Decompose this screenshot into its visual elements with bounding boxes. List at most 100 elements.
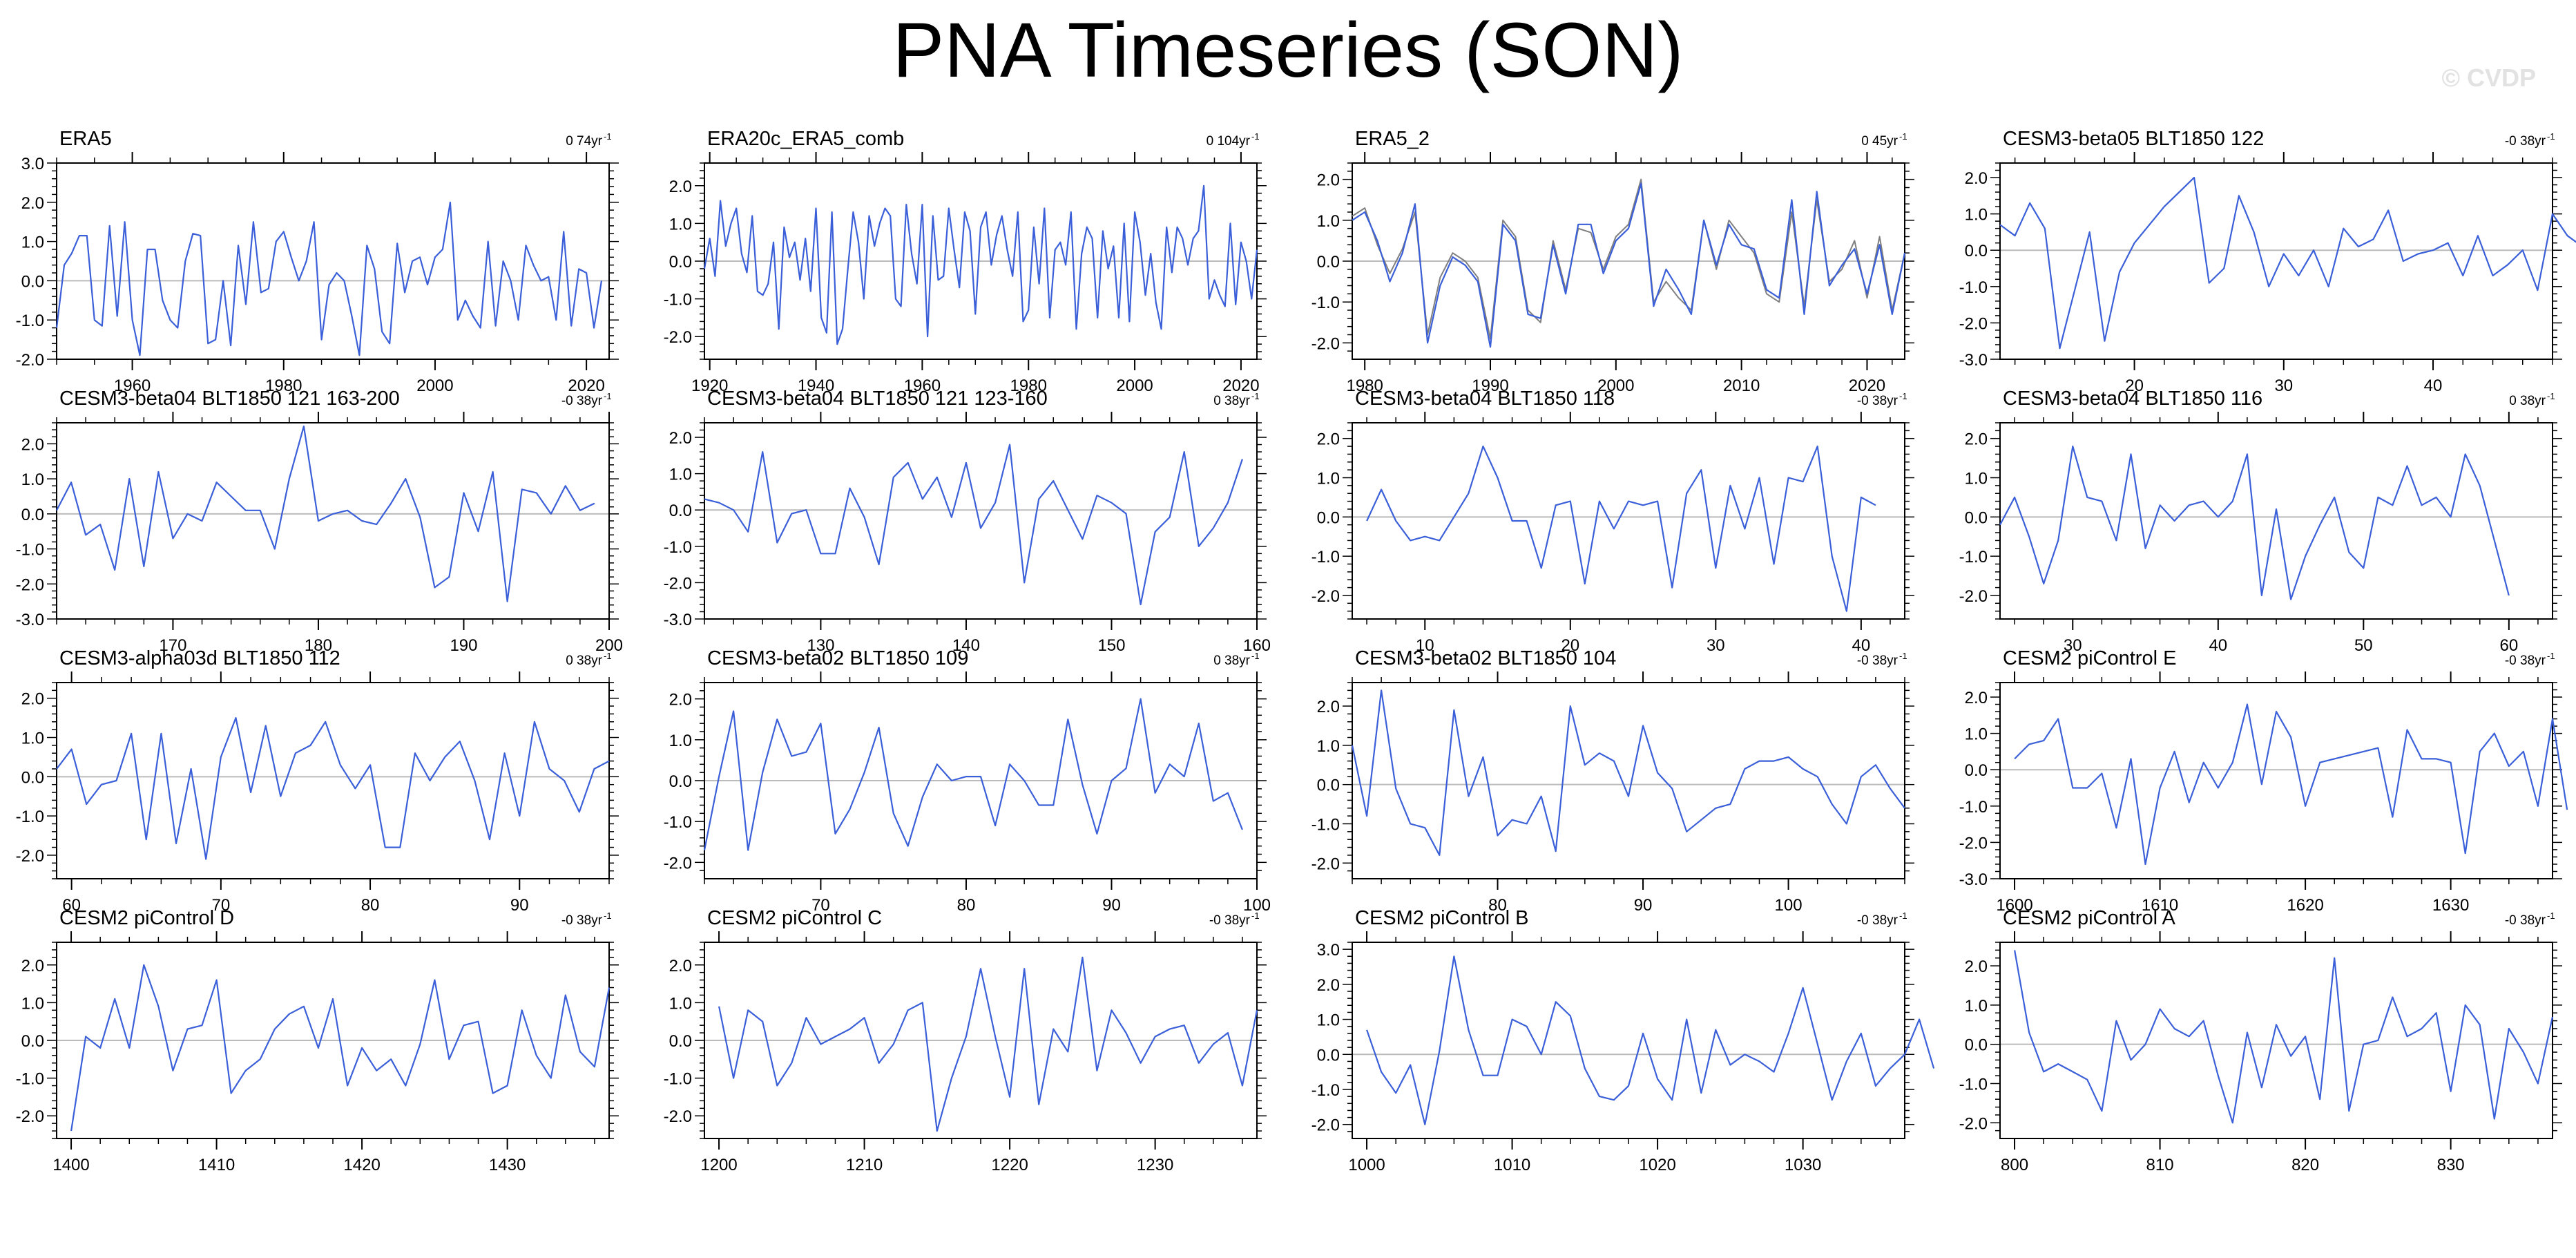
y-tick-label: -2.0: [16, 1107, 44, 1126]
panel-title: CESM2 piControl C: [707, 907, 882, 929]
x-tick-label: 60: [62, 896, 81, 915]
y-tick-label: -1.0: [1959, 278, 1988, 297]
y-tick-label: -2.0: [664, 574, 692, 593]
x-tick-label: 30: [2274, 377, 2293, 395]
x-tick-label: 150: [1097, 636, 1125, 655]
trend-superscript: -1: [604, 911, 612, 921]
x-tick-label: 1920: [691, 377, 728, 395]
x-tick-label: 200: [595, 636, 623, 655]
panel-8: CESM3-alpha03d BLT1850 112 0 38yr -1 -2.0 -1…: [16, 647, 619, 915]
panel-title: CESM3-beta04 BLT1850 118: [1355, 388, 1615, 410]
panel-6: CESM3-beta04 BLT1850 118 -0 38yr -1 -2.0 -1.…: [1311, 388, 1914, 655]
y-tick-label: -1.0: [1311, 294, 1340, 312]
y-tick-label: 1.0: [669, 732, 692, 750]
overlay-series-line: [1352, 178, 1905, 340]
x-tick-label: 80: [957, 896, 976, 915]
y-tick-label: 2.0: [1965, 689, 1988, 707]
series-line: [703, 698, 1243, 851]
x-tick-label: 1210: [846, 1156, 883, 1174]
plot-frame: [704, 422, 1258, 620]
series-line: [56, 716, 610, 860]
x-tick-label: 180: [305, 636, 332, 655]
x-tick-label: 100: [1775, 896, 1803, 915]
y-tick-label: 0.0: [669, 772, 692, 791]
y-tick-label: 1.0: [1965, 725, 1988, 744]
panel-title: CESM2 piControl D: [59, 907, 234, 929]
x-tick-label: 1410: [198, 1156, 235, 1174]
x-tick-label: 90: [1102, 896, 1121, 915]
trend-label: -0 38yr: [2505, 913, 2546, 928]
trend-superscript: -1: [1899, 391, 1907, 401]
panel-7: CESM3-beta04 BLT1850 116 0 38yr -1 -2.0 -1.0…: [1959, 388, 2562, 655]
trend-label: -0 38yr: [1857, 654, 1899, 668]
x-tick-label: 1020: [1639, 1156, 1675, 1174]
y-tick-label: -3.0: [1959, 870, 1988, 889]
y-tick-label: -1.0: [1959, 798, 1988, 817]
y-tick-label: 1.0: [1317, 737, 1340, 756]
trend-superscript: -1: [1251, 651, 1260, 661]
panel-title: CESM3-beta05 BLT1850 122: [2003, 128, 2264, 150]
y-tick-label: 2.0: [1965, 169, 1988, 188]
y-tick-label: 0.0: [1965, 761, 1988, 780]
series-line: [1999, 176, 2576, 350]
trend-label: 0 38yr: [1213, 654, 1250, 668]
x-tick-label: 1000: [1348, 1156, 1385, 1174]
series-line: [1999, 445, 2510, 600]
trend-superscript: -1: [1251, 131, 1260, 142]
y-tick-label: 1.0: [669, 466, 692, 484]
series-line: [2014, 703, 2568, 866]
series-line: [718, 956, 1258, 1132]
y-tick-label: -2.0: [664, 1107, 692, 1126]
panel-title: CESM2 piControl B: [1355, 907, 1528, 929]
x-tick-label: 1620: [2287, 896, 2323, 915]
x-tick-label: 2000: [416, 377, 453, 395]
x-tick-label: 40: [2424, 377, 2443, 395]
y-tick-label: -2.0: [1959, 1114, 1988, 1133]
plot-frame: [1352, 682, 1905, 879]
x-tick-label: 810: [2146, 1156, 2174, 1174]
y-tick-label: 2.0: [1965, 430, 1988, 449]
y-tick-label: -3.0: [16, 611, 44, 629]
y-tick-label: 2.0: [669, 691, 692, 709]
y-tick-label: -1.0: [16, 808, 44, 826]
x-tick-label: 2000: [1116, 377, 1153, 395]
y-tick-label: 1.0: [1317, 1011, 1340, 1030]
x-tick-label: 2020: [568, 377, 604, 395]
y-tick-label: 2.0: [21, 690, 44, 709]
y-tick-label: -2.0: [16, 575, 44, 594]
x-tick-label: 190: [450, 636, 477, 655]
panel-12: CESM2 piControl D -0 38yr -1 -2.0 -1.0 0.0 1.0…: [16, 907, 619, 1174]
plot-frame: [1999, 422, 2553, 620]
x-tick-label: 800: [2001, 1156, 2028, 1174]
y-tick-label: 2.0: [1317, 698, 1340, 716]
y-tick-label: -1.0: [664, 538, 692, 557]
y-tick-label: -3.0: [1959, 351, 1988, 370]
x-tick-label: 40: [1852, 636, 1870, 655]
trend-superscript: -1: [1251, 911, 1260, 921]
series-line: [2014, 950, 2554, 1124]
y-tick-label: -2.0: [16, 847, 44, 866]
page-title: PNA Timeseries (SON): [892, 7, 1684, 93]
plot-frame: [1352, 942, 1905, 1139]
panel-1: ERA20c_ERA5_comb 0 104yr -1 -2.0 -1.0 0.0 1.0 2…: [664, 128, 1267, 395]
y-tick-label: 1.0: [21, 470, 44, 489]
y-tick-label: 2.0: [1317, 430, 1340, 449]
y-tick-label: 0.0: [21, 1032, 44, 1051]
panel-title: CESM2 piControl E: [2003, 647, 2176, 669]
y-tick-label: 0.0: [1317, 776, 1340, 795]
x-tick-label: 2000: [1597, 377, 1634, 395]
x-tick-label: 90: [510, 896, 529, 915]
trend-label: -0 38yr: [1857, 394, 1899, 408]
x-tick-label: 1600: [1996, 896, 2032, 915]
trend-superscript: -1: [1899, 651, 1907, 661]
panel-2: ERA5_2 0 45yr -1 -2.0 -1.0 0.0 1.0 2.0 1980 1990 2…: [1311, 128, 1914, 395]
series-line: [1351, 689, 1905, 857]
y-tick-label: 1.0: [1965, 206, 1988, 225]
x-tick-label: 90: [1634, 896, 1653, 915]
trend-label: -0 38yr: [561, 394, 603, 408]
y-tick-label: -2.0: [1311, 1116, 1340, 1135]
y-tick-label: 0.0: [1965, 1036, 1988, 1055]
trend-superscript: -1: [1251, 391, 1260, 401]
x-tick-label: 30: [2064, 636, 2082, 655]
x-tick-label: 1980: [265, 377, 302, 395]
